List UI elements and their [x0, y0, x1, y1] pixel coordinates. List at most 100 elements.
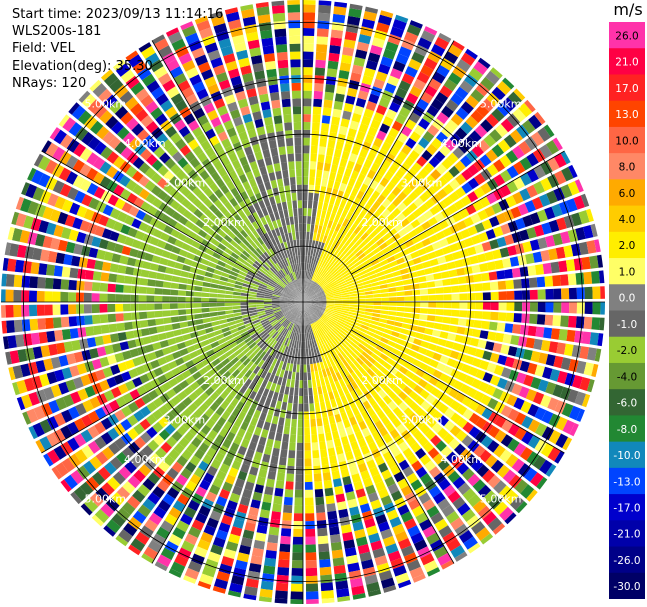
range-gate [27, 201, 39, 215]
colorbar-swatch [609, 310, 645, 338]
range-gate [247, 128, 257, 139]
range-gate [443, 395, 454, 407]
range-gate [223, 53, 236, 64]
range-gate [176, 413, 187, 424]
range-gate [272, 107, 282, 117]
range-gate [200, 258, 210, 266]
range-gate [395, 371, 405, 380]
range-gate [390, 446, 402, 457]
range-gate [339, 199, 347, 209]
range-gate [14, 259, 25, 273]
range-gate [420, 473, 432, 485]
range-gate [256, 402, 264, 412]
range-gate [294, 505, 303, 514]
range-gate [246, 88, 257, 98]
range-gate [309, 403, 315, 412]
range-gate [425, 394, 436, 405]
range-gate [288, 295, 296, 300]
range-gate [278, 551, 290, 560]
range-gate [293, 356, 298, 365]
range-gate [283, 241, 289, 250]
range-gate [381, 416, 391, 426]
range-gate [339, 245, 347, 253]
range-gate [226, 431, 236, 442]
range-gate [209, 298, 217, 302]
range-gate [288, 248, 293, 257]
range-gate [312, 283, 318, 290]
azimuth-line [151, 350, 276, 564]
range-gate [347, 498, 358, 509]
range-gate [382, 535, 396, 547]
range-gate [248, 294, 257, 298]
range-gate [460, 195, 472, 207]
range-gate [304, 458, 312, 467]
range-gate [87, 425, 100, 439]
range-gate [393, 252, 403, 260]
range-gate [318, 319, 324, 327]
range-gate [388, 260, 398, 268]
range-gate [214, 247, 224, 255]
range-gate [439, 144, 451, 157]
range-gate [212, 585, 226, 594]
range-gate [94, 260, 104, 271]
range-gate [99, 379, 110, 392]
range-gate [432, 352, 442, 362]
range-gate [168, 533, 183, 547]
range-gate [113, 243, 124, 254]
range-gate [93, 186, 106, 199]
range-gate [522, 241, 533, 253]
range-gate [324, 311, 332, 316]
range-gate [146, 287, 155, 295]
range-gate [153, 434, 165, 446]
range-gate [185, 290, 194, 297]
range-gate [303, 298, 311, 302]
range-gate [417, 378, 428, 389]
range-gate [228, 341, 238, 349]
range-gate [369, 44, 383, 56]
range-gate [101, 261, 112, 272]
range-gate [307, 200, 313, 209]
range-gate [209, 484, 221, 496]
range-gate [278, 226, 285, 235]
range-gate [530, 472, 544, 487]
range-gate [527, 265, 537, 276]
range-gate [293, 521, 303, 530]
range-gate [219, 195, 229, 205]
range-gate [116, 322, 126, 332]
range-gate [523, 374, 534, 387]
range-gate [289, 314, 295, 322]
range-gate [352, 197, 361, 207]
range-gate [165, 126, 177, 138]
range-gate [358, 420, 367, 431]
range-gate [218, 522, 231, 533]
range-gate [15, 334, 25, 348]
range-gate [215, 349, 225, 358]
azimuth-line [330, 40, 455, 254]
range-gate [80, 245, 91, 257]
range-gate [181, 175, 192, 186]
range-gate [334, 1, 348, 8]
range-gate [282, 290, 290, 295]
range-gate [575, 227, 586, 241]
range-gate [312, 232, 317, 241]
range-gate [178, 52, 193, 65]
range-gate [83, 115, 98, 130]
range-gate [464, 355, 475, 365]
range-gate [330, 164, 338, 174]
range-gate [255, 2, 269, 9]
range-gate [325, 367, 332, 377]
range-gate [94, 407, 107, 420]
range-gate [178, 363, 188, 373]
range-gate [402, 99, 415, 111]
range-gate [450, 285, 460, 293]
range-gate [560, 315, 569, 328]
range-gate [407, 330, 417, 338]
range-gate [492, 388, 504, 400]
range-gate [45, 277, 54, 289]
range-gate [58, 167, 72, 182]
range-gate [509, 129, 523, 144]
range-gate [300, 364, 303, 373]
colorbar-label: 4.0 [619, 214, 636, 226]
range-gate [91, 382, 103, 395]
range-gate [436, 302, 444, 308]
